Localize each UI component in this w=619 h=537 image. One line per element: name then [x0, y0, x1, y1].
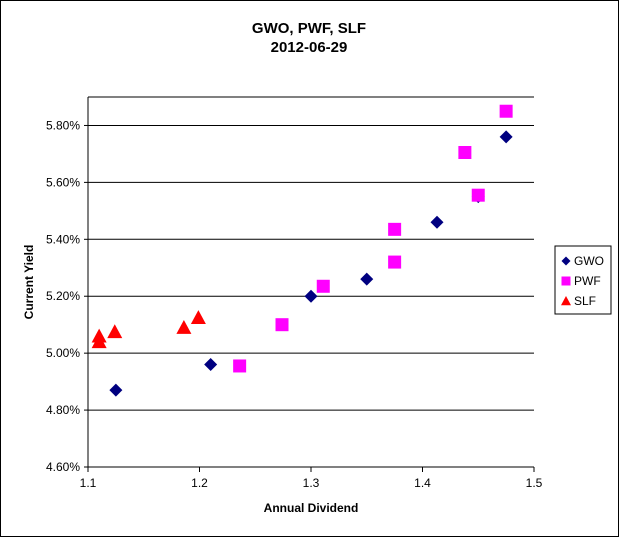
y-tick-label: 5.40% — [46, 232, 80, 246]
data-point-pwf — [471, 188, 485, 202]
legend-label-slf: SLF — [574, 294, 596, 308]
x-axis-ticks: 1.1 1.2 1.3 1.4 1.5 — [80, 467, 543, 490]
y-tick-label: 5.00% — [46, 346, 80, 360]
legend-marker-gwo — [561, 256, 571, 266]
data-point-pwf — [458, 146, 472, 159]
data-point-pwf — [233, 359, 247, 373]
data-point-slf — [91, 328, 107, 343]
y-axis-label: Current Yield — [22, 245, 36, 320]
legend-marker-slf — [561, 296, 571, 306]
data-point-pwf — [499, 104, 513, 118]
data-point-gwo — [430, 215, 444, 229]
data-point-gwo — [304, 289, 318, 303]
data-point-pwf — [316, 279, 330, 293]
y-tick-label: 4.80% — [46, 403, 80, 417]
data-point-slf — [107, 324, 123, 339]
series-pwf — [233, 104, 513, 373]
series-slf — [91, 310, 206, 349]
chart-subtitle: 2012-06-29 — [271, 39, 348, 56]
data-point-gwo — [109, 383, 123, 397]
data-point-slf — [176, 320, 192, 334]
x-tick-label: 1.2 — [191, 476, 208, 490]
data-point-gwo — [360, 272, 374, 286]
data-point-pwf — [275, 318, 289, 332]
x-tick-label: 1.5 — [526, 476, 543, 490]
legend-marker-pwf — [561, 276, 571, 286]
data-point-gwo — [499, 130, 513, 144]
x-tick-label: 1.1 — [80, 476, 97, 490]
y-tick-label: 5.20% — [46, 289, 80, 303]
data-point-pwf — [388, 255, 402, 269]
legend-label-pwf: PWF — [574, 274, 601, 288]
chart-title: GWO, PWF, SLF — [252, 20, 366, 37]
x-tick-label: 1.4 — [414, 476, 431, 490]
legend: GWO PWF SLF — [554, 245, 612, 315]
y-axis-ticks: 4.60% 4.80% 5.00% 5.20% 5.40% 5.60% 5.80% — [46, 118, 88, 474]
y-tick-label: 5.80% — [46, 118, 80, 132]
y-tick-label: 5.60% — [46, 175, 80, 189]
data-point-gwo — [204, 358, 218, 372]
data-point-slf — [190, 310, 206, 324]
x-tick-label: 1.3 — [303, 476, 320, 490]
x-axis-label: Annual Dividend — [264, 501, 359, 515]
data-point-pwf — [388, 222, 402, 236]
y-tick-label: 4.60% — [46, 460, 80, 474]
legend-label-gwo: GWO — [574, 254, 604, 268]
data-points — [91, 104, 513, 397]
